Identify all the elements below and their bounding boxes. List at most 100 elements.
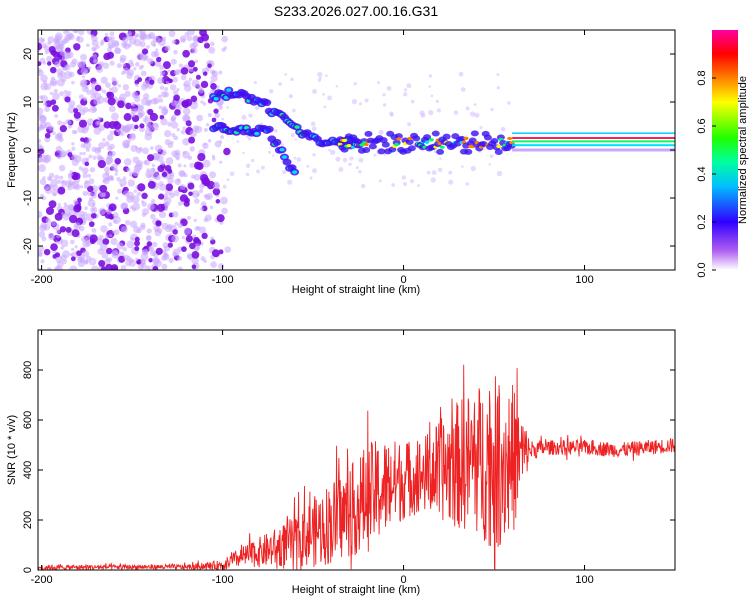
spectrogram-noise-blob (38, 127, 42, 132)
spectrogram-noise-blob (84, 206, 88, 211)
spectrogram-noise-blob (54, 32, 63, 41)
spectrogram-noise-blob (165, 157, 174, 165)
spectrogram-noise-blob (187, 60, 196, 68)
snr-y-tick-label: 800 (22, 361, 34, 379)
spectrogram-noise-blob (182, 49, 190, 58)
spectrogram-noise-blob (120, 225, 128, 233)
spectrogram-noise-blob (147, 180, 156, 189)
spectrogram-noise-blob (160, 160, 166, 166)
snr-series-line (38, 364, 675, 570)
spectrogram-faint-point (306, 164, 310, 168)
spectrogram-upper-branch (262, 99, 272, 107)
spectrogram-noise-blob (109, 130, 115, 136)
spectrogram-mid-cluster (490, 138, 499, 145)
spectrogram-noise-blob (102, 62, 110, 70)
spectrogram-noise-blob (165, 183, 174, 191)
spectrogram-noise-blob (175, 156, 180, 161)
spectrogram-noise-blob (91, 146, 97, 152)
spectrogram-noise-blob (122, 84, 130, 91)
spectrogram-noise-blob (79, 151, 83, 156)
spectrogram-noise-blob (196, 114, 204, 122)
spectrogram-y-tick-label: 10 (22, 96, 34, 108)
spectrogram-mid-cluster (479, 140, 488, 147)
spectrogram-noise-blob (207, 139, 212, 143)
spectrogram-faint-point (245, 172, 250, 177)
spectrogram-noise-blob (65, 47, 71, 54)
spectrogram-noise-blob (185, 120, 192, 127)
spectrogram-noise-blob (90, 34, 95, 39)
spectrogram-noise-blob (120, 264, 127, 270)
spectrogram-noise-blob (193, 236, 200, 244)
spectrogram-noise-blob (161, 171, 168, 178)
spectrogram-noise-blob (122, 176, 127, 180)
spectrogram-noise-blob (177, 256, 183, 262)
spectrogram-noise-blob (181, 235, 186, 240)
spectrogram-noise-blob (192, 35, 199, 42)
spectrogram-noise-blob (140, 54, 148, 62)
spectrogram-noise-blob (82, 106, 89, 113)
spectrogram-noise-blob (137, 77, 143, 83)
spectrogram-noise-blob (102, 138, 106, 142)
spectrogram-noise-blob (159, 65, 165, 71)
spectrogram-noise-blob (42, 176, 46, 180)
spectrogram-faint-point (378, 129, 384, 135)
spectrogram-noise-blob (160, 107, 169, 116)
spectrogram-faint-point (469, 111, 476, 117)
spectrogram-noise-blob (46, 55, 53, 63)
spectrogram-noise-blob (114, 120, 119, 126)
spectrogram-mid-cluster (468, 137, 477, 144)
spectrogram-faint-point (448, 179, 454, 185)
spectrogram-noise-blob (155, 209, 159, 213)
spectrogram-noise-blob (176, 127, 180, 132)
spectrogram-noise-blob (135, 62, 140, 67)
colorbar-tick-label: 0.4 (696, 166, 708, 181)
spectrogram-noise-blob (97, 159, 106, 169)
spectrogram-noise-blob (62, 121, 66, 126)
spectrogram-noise-blob (56, 78, 65, 87)
spectrogram-noise-blob (144, 128, 153, 137)
spectrogram-noise-blob (86, 233, 91, 238)
spectrogram-noise-blob (127, 179, 136, 187)
spectrogram-noise-blob (178, 170, 186, 178)
spectrogram-noise-blob (78, 166, 83, 171)
spectrogram-noise-blob (78, 30, 85, 36)
spectrogram-faint-point (330, 149, 336, 155)
spectrogram-noise-blob (152, 257, 160, 265)
spectrogram-noise-blob (73, 199, 79, 205)
spectrogram-noise-blob (107, 257, 113, 263)
spectrogram-noise-blob (174, 109, 181, 116)
spectrogram-noise-blob (216, 85, 220, 89)
spectrogram-noise-blob (191, 79, 200, 88)
spectrogram-noise-blob (50, 99, 57, 105)
spectrogram-faint-point (250, 158, 255, 163)
spectrogram-noise-blob (150, 198, 156, 204)
spectrogram-noise-blob (59, 175, 64, 180)
spectrogram-noise-blob (193, 161, 202, 170)
spectrogram-noise-blob (218, 70, 223, 75)
spectrogram-noise-blob (197, 36, 204, 44)
spectrogram-noise-blob (172, 89, 179, 96)
spectrogram-noise-blob (63, 37, 70, 44)
spectrogram-noise-blob (71, 229, 80, 238)
spectrogram-faint-point (378, 179, 382, 183)
spectrogram-noise-blob (152, 35, 160, 44)
spectrogram-mid-core (507, 136, 513, 141)
spectrogram-noise-blob (112, 211, 119, 219)
spectrogram-upper-branch-core (294, 125, 300, 129)
spectrogram-noise-blob (183, 84, 192, 92)
colorbar-tick-label: 0.2 (696, 214, 708, 229)
spectrogram-noise-blob (96, 120, 101, 125)
colorbar-label: Normalized spectral amplitude (737, 76, 749, 224)
spectrogram-noise-blob (188, 136, 196, 144)
colorbar-tick-label: 0.0 (696, 262, 708, 277)
spectrogram-noise-blob (133, 225, 141, 234)
spectrogram-mid-cluster (423, 134, 432, 141)
spectrogram-noise-blob (167, 121, 173, 127)
spectrogram-noise-blob (93, 98, 101, 106)
spectrogram-faint-point (287, 179, 293, 185)
spectrogram-noise-blob (156, 203, 165, 212)
spectrogram-noise-blob (59, 150, 67, 158)
spectrogram-noise-blob (167, 177, 174, 184)
spectrogram-noise-blob (156, 220, 161, 225)
spectrogram-faint-point (317, 78, 322, 82)
